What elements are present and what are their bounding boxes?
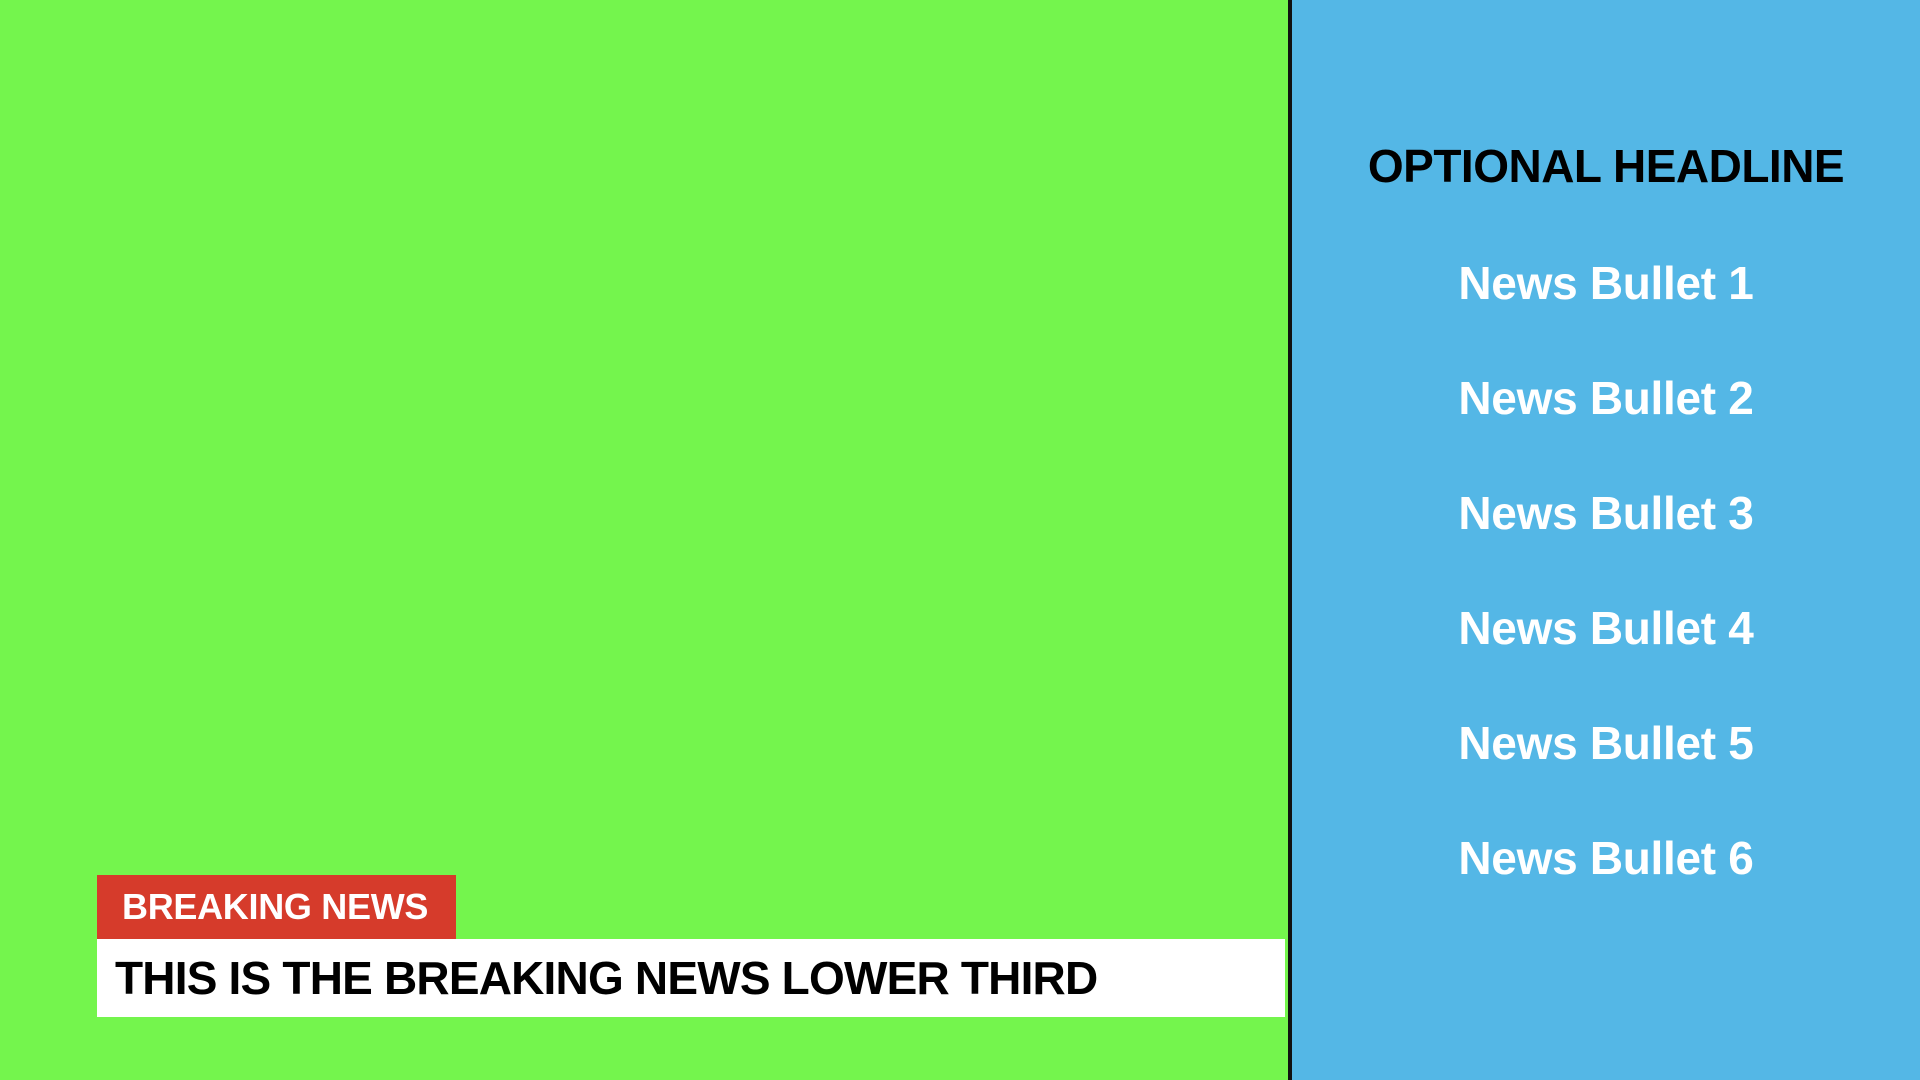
breaking-news-tag: BREAKING NEWS — [97, 875, 456, 939]
news-bullet: News Bullet 4 — [1458, 602, 1754, 654]
news-bullet: News Bullet 5 — [1458, 717, 1754, 769]
panel-divider — [1288, 0, 1292, 1080]
side-panel-headline: OPTIONAL HEADLINE — [1367, 140, 1845, 192]
news-bullet: News Bullet 1 — [1458, 257, 1754, 309]
lower-third-text: THIS IS THE BREAKING NEWS LOWER THIRD — [97, 939, 1285, 1017]
news-side-panel: OPTIONAL HEADLINE News Bullet 1 News Bul… — [1292, 0, 1920, 1080]
lower-third: BREAKING NEWS THIS IS THE BREAKING NEWS … — [97, 875, 1285, 1017]
news-bullet: News Bullet 6 — [1458, 832, 1754, 884]
news-bullet: News Bullet 3 — [1458, 487, 1754, 539]
news-bullet: News Bullet 2 — [1458, 372, 1754, 424]
